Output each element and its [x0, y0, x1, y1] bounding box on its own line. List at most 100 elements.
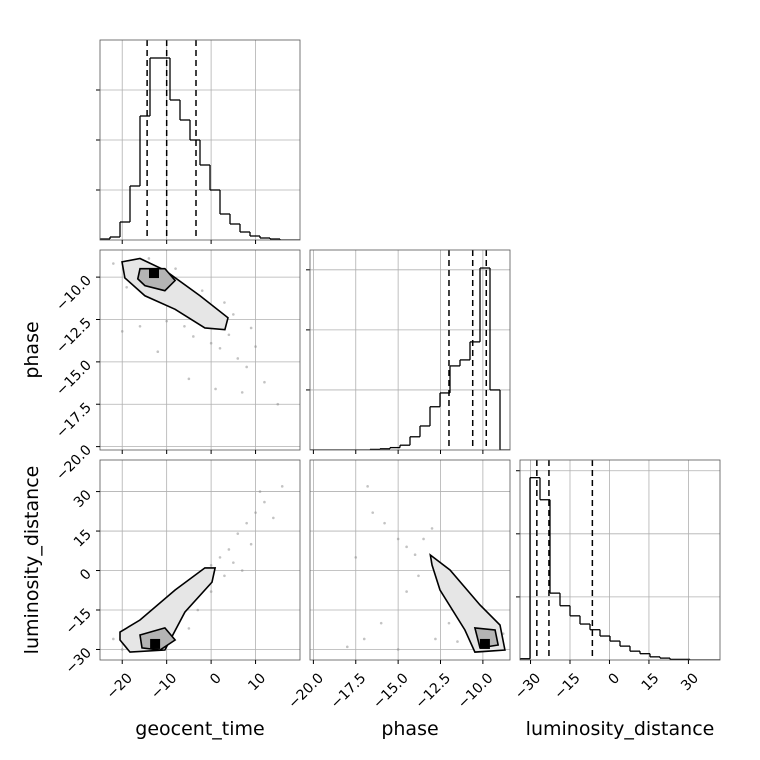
sample-point: [218, 556, 222, 559]
sample-point: [434, 637, 437, 641]
sample-point: [196, 608, 200, 612]
sample-point: [223, 574, 226, 578]
x-tick-label: −10: [148, 670, 180, 702]
sample-point: [456, 640, 459, 643]
x-tick-label: 0: [207, 670, 225, 688]
sample-point: [192, 335, 195, 338]
x-axis-label: geocent_time: [135, 718, 264, 740]
sample-point: [112, 637, 115, 641]
sample-point: [227, 333, 231, 337]
sample-point: [396, 648, 400, 651]
sample-point: [383, 521, 386, 525]
x-tick-label: −10.0: [455, 670, 497, 712]
sample-point: [249, 326, 253, 330]
x-tick-label: −20: [104, 670, 136, 702]
contour: [429, 553, 506, 653]
sample-point: [236, 532, 240, 535]
sample-point: [371, 511, 375, 514]
sample-point: [276, 402, 280, 406]
sample-point: [165, 319, 168, 323]
sample-point: [138, 324, 142, 328]
sample-point: [345, 645, 349, 649]
sample-point: [362, 637, 366, 641]
histogram-panel: [310, 250, 510, 450]
sample-point: [214, 387, 217, 391]
sample-point: [422, 537, 425, 541]
sample-point: [280, 485, 284, 488]
x-tick-label: 30: [678, 670, 702, 694]
x-tick-label: −15.0: [370, 670, 412, 712]
y-tick-label: −30: [63, 645, 95, 677]
sample-point: [187, 377, 191, 381]
sample-point: [405, 590, 408, 593]
sample-point: [258, 490, 262, 493]
y-axis-label: phase: [21, 321, 43, 378]
sample-point: [254, 511, 257, 514]
histogram-panel: [520, 460, 720, 660]
sample-point: [447, 621, 451, 625]
contour: [119, 567, 217, 653]
scatter-panel: [100, 460, 300, 660]
sample-point: [183, 324, 186, 328]
sample-point: [354, 556, 358, 559]
sample-point: [405, 545, 408, 549]
contour: [136, 267, 177, 292]
sample-point: [263, 380, 266, 384]
sample-point: [187, 627, 191, 630]
scatter-panel: [310, 460, 510, 660]
panel-frame: [99, 249, 301, 451]
sample-point: [249, 542, 253, 546]
y-tick-label: −10.0: [53, 273, 95, 315]
y-tick-label: −12.5: [53, 315, 95, 357]
sample-point: [366, 485, 369, 488]
y-axis-label: luminosity_distance: [21, 466, 43, 655]
sample-point: [218, 347, 222, 350]
sample-point: [227, 548, 231, 551]
density-peak: [150, 638, 161, 649]
sample-point: [156, 350, 160, 353]
density-peak: [149, 268, 159, 279]
sample-point: [112, 262, 115, 265]
sample-point: [120, 648, 124, 651]
sample-point: [263, 500, 266, 504]
sample-point: [209, 590, 213, 593]
scatter-panel: [100, 250, 300, 450]
sample-point: [120, 330, 124, 333]
x-tick-label: −17.5: [328, 670, 370, 712]
sample-point: [200, 289, 204, 292]
sample-point: [245, 521, 248, 525]
sample-point: [396, 537, 400, 541]
x-tick-label: 15: [639, 670, 663, 694]
x-axis-label: luminosity_distance: [526, 718, 715, 740]
panel-frame: [99, 459, 301, 661]
x-axis-label: phase: [381, 718, 438, 740]
density-peak: [479, 638, 490, 649]
x-tick-label: 10: [245, 670, 269, 694]
sample-point: [236, 357, 240, 360]
sample-point: [232, 313, 235, 316]
sample-point: [174, 267, 177, 270]
y-tick-label: −20.0: [53, 442, 95, 484]
sample-point: [379, 621, 383, 625]
panel-frame: [309, 459, 511, 661]
y-tick-label: −15.0: [53, 357, 95, 399]
sample-point: [417, 574, 420, 578]
sample-point: [254, 345, 257, 348]
x-tick-label: −12.5: [412, 670, 454, 712]
x-tick-label: −15: [551, 670, 583, 702]
sample-point: [240, 569, 244, 572]
y-tick-label: 15: [71, 527, 95, 551]
y-tick-label: −15: [63, 606, 95, 638]
sample-point: [125, 285, 128, 289]
panel-frame: [519, 459, 721, 661]
sample-point: [223, 301, 226, 304]
sample-point: [147, 257, 151, 260]
sample-point: [430, 527, 434, 530]
panel-frame: [309, 249, 511, 451]
sample-point: [272, 516, 275, 520]
y-tick-label: −17.5: [53, 400, 95, 442]
x-tick-label: −20.0: [285, 670, 327, 712]
sample-point: [413, 553, 417, 557]
panel-frame: [99, 39, 301, 241]
